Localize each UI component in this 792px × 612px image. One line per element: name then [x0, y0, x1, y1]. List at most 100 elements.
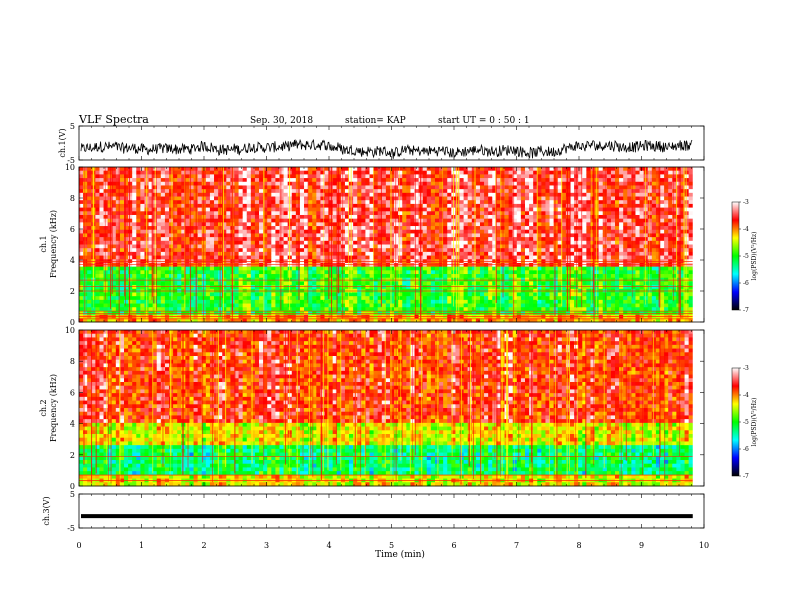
spectrogram-cell [279, 229, 284, 234]
spectrogram-cell [234, 196, 239, 201]
spectrogram-cell [520, 178, 526, 183]
spectrogram-cell [459, 244, 465, 249]
spectrogram-cell [508, 318, 514, 323]
spectrogram-cell [389, 222, 395, 227]
spectrogram-cell [308, 244, 313, 249]
spectrogram-cell [177, 310, 182, 316]
spectrogram-cell [484, 189, 489, 194]
spectrogram-cell [263, 174, 268, 179]
spectrogram-cell [181, 226, 186, 231]
spectrogram-cell [529, 211, 534, 216]
spectrogram-cell [107, 226, 113, 231]
spectrogram-cell [434, 281, 440, 286]
spectrogram-cell [99, 303, 104, 308]
spectrogram-cell [99, 170, 104, 175]
spectrogram-cell [488, 192, 493, 197]
spectrogram-cell [312, 196, 317, 201]
spectrogram-cell [459, 214, 465, 220]
spectrogram-cell [328, 281, 334, 286]
spectrogram-cell [373, 248, 379, 253]
spectrogram-cell [242, 170, 248, 175]
spectrogram-cell [357, 181, 362, 186]
spectrogram-cell [308, 307, 313, 312]
spectrogram-cell [320, 218, 325, 223]
spectrogram-cell [132, 200, 137, 205]
spectrogram-cell [447, 285, 452, 290]
spectrogram-cell [357, 196, 362, 201]
spectrogram-cell [205, 222, 211, 227]
spectrogram-cell [304, 299, 309, 304]
spectrogram-cell [291, 200, 297, 205]
spectrogram-cell [381, 167, 387, 172]
spectrogram-cell [189, 196, 194, 201]
spectrogram-cell [394, 240, 399, 245]
spectrogram-cell [455, 207, 460, 212]
spectrogram-cell [488, 270, 493, 275]
spectrogram-cell [107, 248, 113, 253]
spectrogram-cell [140, 270, 145, 275]
spectrogram-cell [516, 196, 522, 201]
spectrogram-cell [496, 244, 501, 249]
spectrogram-cell [238, 310, 244, 316]
spectrogram-cell [263, 211, 268, 216]
spectrogram-cell [402, 318, 407, 323]
spectrogram-cell [250, 211, 256, 216]
spectrogram-cell [148, 226, 154, 231]
spectrogram-cell [549, 189, 555, 194]
spectrogram-cell [406, 251, 411, 256]
spectrogram-cell [83, 185, 88, 190]
spectrogram-cell [169, 251, 174, 256]
spectrogram-cell [164, 222, 170, 227]
spectrogram-cell [193, 310, 199, 316]
spectrogram-cell [529, 218, 534, 223]
spectrogram-cell [259, 285, 264, 290]
spectrogram-cell [406, 303, 411, 308]
spectrogram-cell [308, 270, 313, 275]
spectrogram-cell [103, 196, 109, 201]
spectrogram-cell [434, 181, 440, 186]
spectrogram-cell [328, 299, 334, 304]
spectrogram-cell [410, 200, 415, 205]
spectrogram-cell [304, 255, 309, 260]
spectrogram-cell [545, 310, 550, 316]
spectrogram-cell [283, 178, 289, 183]
spectrogram-cell [459, 285, 465, 290]
spectrogram-cell [95, 303, 100, 308]
spectrogram-cell [385, 292, 391, 297]
spectrogram-cell [160, 226, 166, 231]
spectrogram-cell [324, 270, 329, 275]
spectrogram-cell [205, 318, 211, 323]
spectrogram-cell [103, 178, 109, 183]
spectrogram-cell [156, 211, 162, 216]
spectrogram-cell [316, 214, 321, 220]
spectrogram-cell [484, 174, 489, 179]
spectrogram-cell [492, 196, 497, 201]
spectrogram-cell [259, 170, 264, 175]
spectrogram-cell [414, 203, 420, 208]
spectrogram-cell [475, 226, 481, 231]
spectrogram-cell [209, 237, 215, 242]
spectrogram-cell [209, 196, 215, 201]
spectrogram-cell [406, 281, 411, 286]
spectrogram-cell [283, 307, 289, 312]
spectrogram-cell [516, 207, 522, 212]
spectrogram-cell [545, 240, 550, 245]
spectrogram-cell [95, 226, 100, 231]
spectrogram-cell [148, 285, 154, 290]
spectrogram-cell [128, 214, 133, 220]
spectrogram-cell [99, 244, 104, 249]
spectrogram-cell [271, 222, 276, 227]
spectrogram-cell [291, 185, 297, 190]
spectrogram-cell [512, 203, 518, 208]
spectrogram-cell [173, 307, 178, 312]
spectrogram-cell [99, 185, 104, 190]
spectrogram-cell [132, 274, 137, 279]
spectrogram-cell [320, 170, 325, 175]
spectrogram-cell [304, 181, 309, 186]
spectrogram-cell [250, 303, 256, 308]
spectrogram-cell [422, 237, 428, 242]
spectrogram-cell [439, 281, 444, 286]
spectrogram-cell [99, 274, 104, 279]
spectrogram-cell [537, 207, 542, 212]
spectrogram-cell [496, 270, 501, 275]
